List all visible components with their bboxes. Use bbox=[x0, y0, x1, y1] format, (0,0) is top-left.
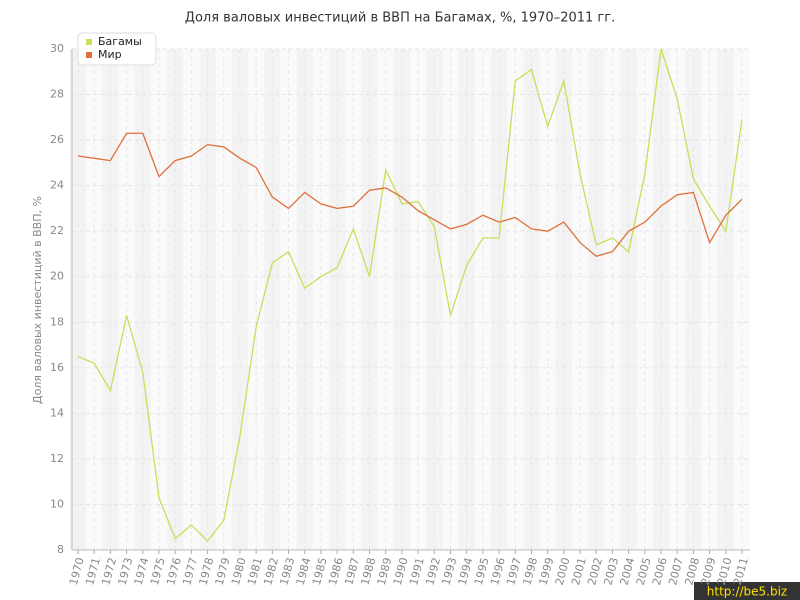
y-tick-label: 22 bbox=[50, 224, 64, 237]
band bbox=[523, 49, 540, 550]
y-tick-label: 16 bbox=[50, 361, 64, 374]
y-tick-label: 28 bbox=[50, 88, 64, 101]
band bbox=[167, 49, 184, 550]
band bbox=[134, 49, 151, 550]
chart-title: Доля валовых инвестиций в ВВП на Багамах… bbox=[185, 11, 615, 26]
legend-label: Мир bbox=[98, 48, 122, 61]
legend-box bbox=[77, 32, 157, 66]
y-tick-label: 18 bbox=[50, 315, 64, 328]
band bbox=[231, 49, 249, 550]
series-line bbox=[77, 48, 743, 542]
band bbox=[199, 49, 216, 550]
band bbox=[588, 49, 605, 550]
y-tick-label: 24 bbox=[50, 179, 64, 192]
series-line bbox=[77, 132, 743, 257]
band bbox=[652, 49, 670, 550]
y-tick-label: 14 bbox=[50, 406, 64, 419]
y-tick-label: 30 bbox=[50, 42, 64, 55]
band bbox=[329, 49, 346, 550]
watermark: http://be5.biz bbox=[707, 585, 787, 599]
band bbox=[264, 49, 281, 550]
band bbox=[361, 49, 378, 550]
band bbox=[620, 49, 637, 550]
legend-label: Багамы bbox=[98, 35, 142, 48]
watermark-bg bbox=[694, 582, 800, 600]
y-tick-label: 12 bbox=[50, 452, 64, 465]
y-tick-label: 10 bbox=[50, 497, 64, 510]
band bbox=[717, 49, 734, 550]
y-axis-label: Доля валовых инвестиций в ВВП, % bbox=[31, 196, 44, 404]
y-tick-label: 20 bbox=[50, 270, 64, 283]
y-tick-label: 8 bbox=[57, 543, 64, 556]
band bbox=[69, 49, 87, 550]
plot-area bbox=[72, 49, 750, 550]
band bbox=[555, 49, 572, 550]
legend-swatch bbox=[86, 52, 92, 58]
band bbox=[393, 49, 410, 550]
band bbox=[296, 49, 313, 550]
band bbox=[426, 49, 443, 550]
band bbox=[685, 49, 702, 550]
legend-swatch bbox=[86, 39, 92, 45]
band bbox=[102, 49, 119, 550]
y-tick-label: 26 bbox=[50, 133, 64, 146]
band bbox=[490, 49, 508, 550]
band bbox=[458, 49, 475, 550]
